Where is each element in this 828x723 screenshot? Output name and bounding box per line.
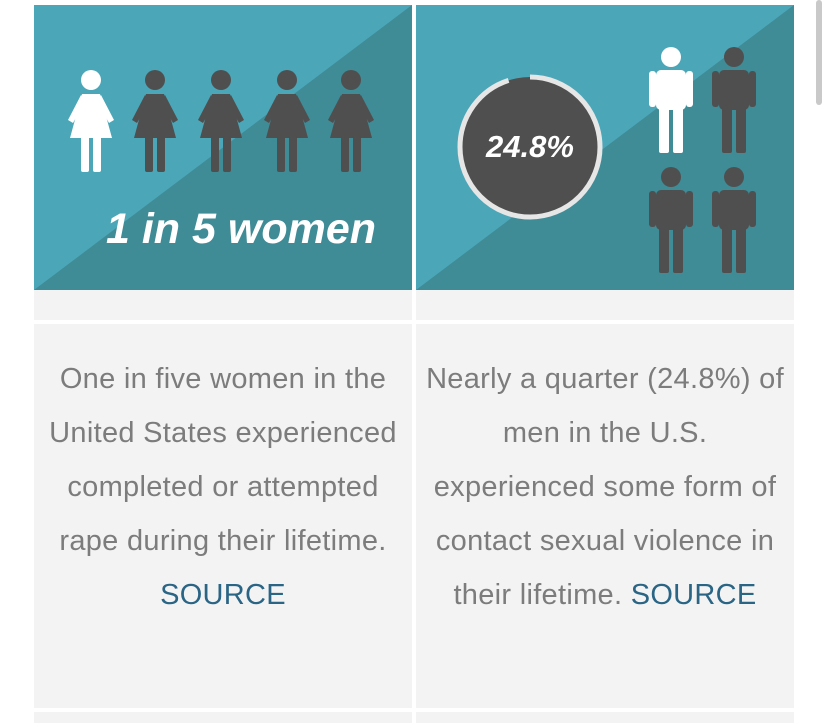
women-description-text: One in five women in the United States e… <box>49 363 397 557</box>
women-card-description: One in five women in the United States e… <box>34 324 412 708</box>
men-stat-banner: 24.8% <box>416 5 794 290</box>
women-source-link[interactable]: SOURCE <box>160 579 286 611</box>
men-card-bottom <box>416 712 794 723</box>
banner-background <box>416 5 794 290</box>
men-card-spacer <box>416 290 794 320</box>
percentage-circle <box>460 77 600 217</box>
percentage-progress-ring <box>457 74 603 220</box>
woman-icon <box>198 70 244 172</box>
men-description-text: Nearly a quarter (24.8%) of men in the U… <box>426 363 784 611</box>
percentage-value: 24.8% <box>486 129 574 164</box>
men-source-link[interactable]: SOURCE <box>630 579 757 611</box>
banner-background <box>34 5 412 290</box>
woman-icon-highlighted <box>68 70 114 172</box>
woman-icon <box>132 70 178 172</box>
woman-icon <box>264 70 310 172</box>
women-card-spacer <box>34 290 412 320</box>
man-icon <box>712 167 756 273</box>
woman-icon <box>328 70 374 172</box>
man-icon-highlighted <box>649 47 693 153</box>
scrollbar[interactable] <box>816 0 822 105</box>
women-headline: 1 in 5 women <box>105 205 376 253</box>
women-card-bottom <box>34 712 412 723</box>
women-stat-banner: 1 in 5 women <box>34 5 412 290</box>
man-icon <box>712 47 756 153</box>
man-icon <box>649 167 693 273</box>
men-card-description: Nearly a quarter (24.8%) of men in the U… <box>416 324 794 708</box>
